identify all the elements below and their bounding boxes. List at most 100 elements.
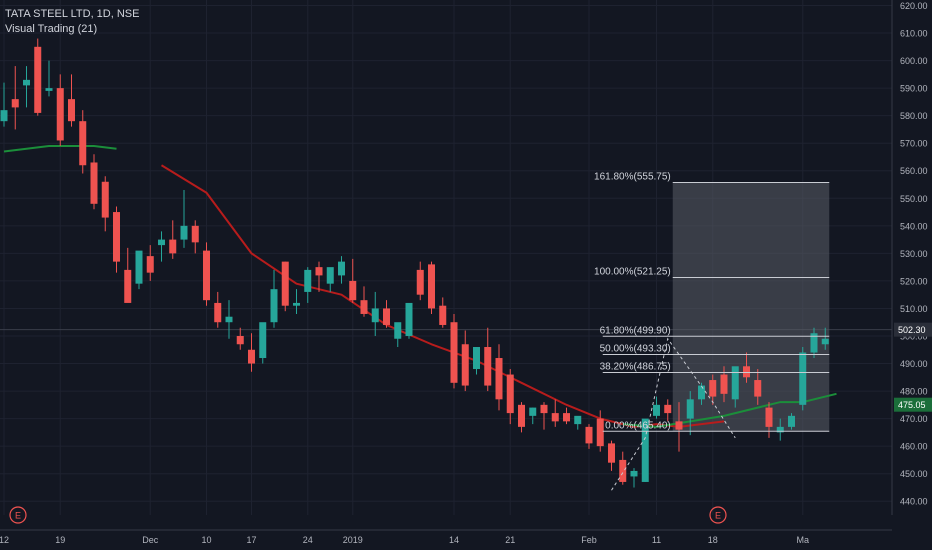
candle[interactable] xyxy=(124,247,132,303)
candle[interactable] xyxy=(596,410,604,452)
candle-body xyxy=(169,239,177,254)
candle[interactable] xyxy=(630,468,638,488)
candle[interactable] xyxy=(540,402,548,430)
candle[interactable] xyxy=(428,261,435,314)
candle[interactable] xyxy=(754,369,762,405)
candle-body xyxy=(203,250,210,301)
candle[interactable] xyxy=(495,344,503,411)
candle[interactable] xyxy=(270,269,278,328)
last-price-label: 502.30 xyxy=(898,325,926,335)
candle[interactable] xyxy=(191,220,199,254)
candle[interactable] xyxy=(214,291,222,328)
time-axis[interactable]: 12 19 Dec 10 17 24 2019 14 21 Feb 11 18 Ma xyxy=(0,529,892,545)
time-tick-label: 11 xyxy=(652,535,661,545)
candle[interactable] xyxy=(304,267,312,303)
candle[interactable] xyxy=(574,415,582,430)
candle[interactable] xyxy=(158,231,165,262)
candle[interactable] xyxy=(821,327,829,350)
candle[interactable] xyxy=(338,256,345,284)
candle[interactable] xyxy=(484,327,492,392)
candle[interactable] xyxy=(653,396,660,419)
candle-body xyxy=(619,459,627,482)
candle[interactable] xyxy=(203,242,210,306)
price-tick-label: 570.00 xyxy=(900,139,928,149)
candle[interactable] xyxy=(281,261,289,312)
candle[interactable] xyxy=(371,291,379,336)
candle[interactable] xyxy=(394,322,402,348)
candle[interactable] xyxy=(34,38,42,116)
candle[interactable] xyxy=(23,66,30,108)
candle[interactable] xyxy=(68,74,75,127)
candle[interactable] xyxy=(776,418,784,441)
candle-body xyxy=(394,322,402,339)
earnings-event-marker[interactable] xyxy=(709,506,727,524)
candle[interactable] xyxy=(473,347,480,375)
candle[interactable] xyxy=(405,302,413,339)
candle[interactable] xyxy=(0,82,8,127)
candle[interactable] xyxy=(529,407,537,425)
earnings-event-marker[interactable] xyxy=(9,506,27,524)
candle[interactable] xyxy=(461,330,469,392)
candle[interactable] xyxy=(765,402,773,438)
candle[interactable] xyxy=(788,413,795,430)
price-tick-label: 490.00 xyxy=(900,359,928,369)
candle[interactable] xyxy=(113,206,120,273)
candles[interactable] xyxy=(0,38,829,488)
candle[interactable] xyxy=(146,245,154,281)
ma-price-badge xyxy=(894,397,932,412)
candle[interactable] xyxy=(608,440,615,471)
candle[interactable] xyxy=(518,402,525,433)
candle[interactable] xyxy=(675,402,683,452)
candle[interactable] xyxy=(743,352,750,383)
candle[interactable] xyxy=(90,154,98,210)
candle[interactable] xyxy=(169,220,177,259)
price-tick-label: 620.00 xyxy=(900,1,928,11)
candle[interactable] xyxy=(180,190,188,248)
dashed-path xyxy=(611,337,736,491)
candle[interactable] xyxy=(810,327,818,359)
fib-levels[interactable]: 0.00%(465.40) 38.20%(486.75) 50.00%(493.30… xyxy=(594,171,830,432)
candle[interactable] xyxy=(236,327,244,350)
candle[interactable] xyxy=(551,399,559,427)
candle-body xyxy=(641,418,649,482)
fib-level-label: 100.00%(521.25) xyxy=(594,266,671,277)
fib-level-label: 61.80%(499.90) xyxy=(600,325,671,336)
candle[interactable] xyxy=(360,286,368,317)
candle[interactable] xyxy=(79,110,87,174)
candle[interactable] xyxy=(709,374,717,405)
candle[interactable] xyxy=(641,418,649,482)
candle[interactable] xyxy=(135,250,143,290)
candle[interactable] xyxy=(506,369,514,425)
candle-body xyxy=(248,349,255,364)
candle[interactable] xyxy=(619,451,627,485)
candle[interactable] xyxy=(731,366,739,408)
candle[interactable] xyxy=(45,60,53,97)
candle[interactable] xyxy=(799,347,807,411)
candle[interactable] xyxy=(11,66,19,130)
candle[interactable] xyxy=(225,300,233,339)
price-axis[interactable]: 440.00450.00460.00470.00480.00490.00500.… xyxy=(891,0,932,550)
candle[interactable] xyxy=(416,261,424,301)
candle[interactable] xyxy=(585,424,593,449)
indicator-label[interactable]: Visual Trading (21) xyxy=(5,23,98,35)
candle[interactable] xyxy=(248,333,255,372)
candle-body xyxy=(495,358,503,400)
candle[interactable] xyxy=(563,407,570,425)
candle[interactable] xyxy=(664,399,672,422)
candle-body xyxy=(79,121,87,166)
candle[interactable] xyxy=(326,267,334,292)
candle[interactable] xyxy=(686,391,694,436)
candle[interactable] xyxy=(101,176,109,232)
candle[interactable] xyxy=(56,74,64,146)
candle[interactable] xyxy=(293,289,300,314)
candle[interactable] xyxy=(259,322,267,364)
candle[interactable] xyxy=(315,261,323,292)
candle[interactable] xyxy=(349,258,357,303)
candle[interactable] xyxy=(383,300,390,328)
candle[interactable] xyxy=(450,313,458,389)
candle-body xyxy=(630,470,638,477)
candle[interactable] xyxy=(439,297,447,328)
symbol-title[interactable]: TATA STEEL LTD, 1D, NSE xyxy=(5,8,140,20)
